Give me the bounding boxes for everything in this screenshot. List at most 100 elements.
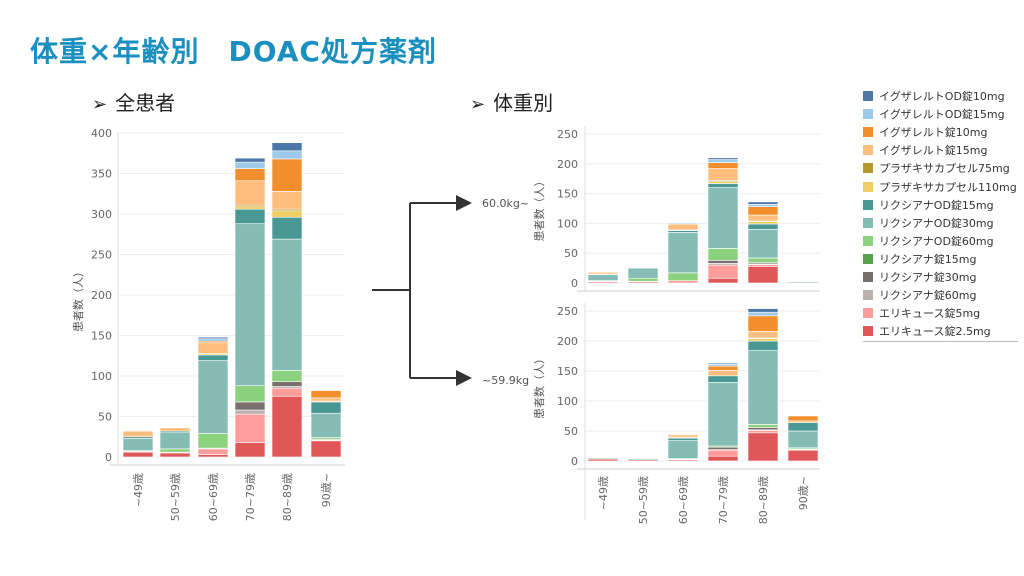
panel-all-label: 全患者 [115, 91, 176, 115]
bar-segment [197, 354, 229, 361]
bar-segment [587, 457, 619, 459]
bar-segment [197, 338, 229, 342]
bar-segment [310, 390, 342, 399]
bar-segment [747, 308, 779, 313]
bar-segment [234, 157, 266, 163]
bar-segment [787, 280, 819, 283]
y-tick-label: 200 [557, 335, 578, 348]
legend-swatch [863, 199, 873, 210]
legend-label: リクシアナ錠30mg [879, 270, 977, 284]
legend-label: イグザレルトOD錠15mg [879, 108, 1005, 122]
bar-segment [197, 360, 229, 434]
bullet-arrow-icon: ➢ [470, 94, 486, 115]
chart-all-patients: 0 50 100 150 200 250 300 350 400 患者数（人） [72, 127, 345, 466]
bar-segment [271, 381, 303, 387]
bar-segment [667, 440, 699, 459]
legend-swatch [863, 163, 873, 174]
bar-segment [707, 375, 739, 383]
bar-segment [747, 201, 779, 205]
legend: イグザレルトOD錠10mg イグザレルトOD錠15mg イグザレルト錠10mg イグザ… [863, 87, 1017, 340]
bar-segment [197, 448, 229, 455]
bar-segment [271, 387, 303, 397]
bar-segment [234, 409, 266, 415]
legend-swatch [863, 127, 873, 138]
y-tick-label: 50 [98, 411, 112, 424]
bar-segment [667, 221, 699, 224]
bar-segment [787, 422, 819, 432]
bar-segment [234, 168, 266, 182]
y-tick-label: 350 [91, 168, 112, 181]
bar-segment [234, 385, 266, 403]
bar-segment [707, 382, 739, 447]
bar-segment [707, 260, 739, 264]
y-axis-title: 患者数（人） [533, 353, 546, 419]
bar-segment [667, 223, 699, 231]
y-tick-label: 250 [557, 128, 578, 141]
legend-swatch [863, 145, 873, 156]
y-tick-label: 100 [557, 395, 578, 408]
bar-segment [747, 311, 779, 317]
x-tick-label: 50~59歳 [637, 476, 650, 524]
legend-label: リクシアナ錠60mg [879, 289, 977, 303]
y-tick-label: 0 [571, 455, 578, 468]
y-tick-label: 400 [91, 127, 112, 140]
y-axis-title: 患者数（人） [72, 266, 85, 332]
page-title: 体重×年齢別 DOAC処方薬剤 [30, 35, 437, 68]
legend-label: プラザキサカプセル110mg [879, 180, 1017, 194]
bar-segment [787, 449, 819, 462]
bar-segment [747, 338, 779, 342]
panel-weight-heading: ➢ 体重別 [470, 87, 553, 116]
bar-segment [234, 161, 266, 169]
y-tick-label: 50 [564, 247, 578, 260]
legend-item: リクシアナOD錠30mg [863, 214, 1017, 232]
legend-swatch [863, 290, 873, 301]
legend-swatch [863, 271, 873, 282]
bar-segment [747, 340, 779, 351]
chart-weight-high: 0 50 100 150 200 250 患者数（人） [533, 126, 820, 292]
bar-segment [707, 159, 739, 163]
bar-segment [627, 457, 659, 459]
legend-swatch [863, 109, 873, 120]
bar-segment [271, 210, 303, 218]
legend-item: リクシアナ錠15mg [863, 250, 1017, 268]
bar-segment [747, 331, 779, 339]
x-tick-label: 50~59歳 [169, 473, 182, 521]
legend-item: イグザレルト錠10mg [863, 123, 1017, 141]
bar-segment [627, 267, 659, 279]
bar-segment [159, 448, 191, 453]
legend-item: プラザキサカプセル110mg [863, 177, 1017, 195]
bar-segment [707, 248, 739, 261]
bar-segment [159, 432, 191, 450]
y-tick-label: 250 [91, 249, 112, 262]
x-tick-label: 80~89歳 [281, 473, 294, 521]
x-tick-label: ~49歳 [132, 473, 145, 507]
y-tick-label: 0 [105, 451, 112, 464]
legend-item: イグザレルトOD錠10mg [863, 87, 1017, 105]
legend-label: リクシアナOD錠15mg [879, 198, 994, 212]
y-tick-label: 100 [557, 217, 578, 230]
bar-segment [707, 183, 739, 188]
y-tick-label: 150 [557, 365, 578, 378]
legend-item: プラザキサカプセル75mg [863, 159, 1017, 177]
bar-segment [747, 257, 779, 264]
x-tick-label: 70~79歳 [717, 476, 730, 524]
x-tick-label: 60~69歳 [677, 476, 690, 524]
bar-segment [271, 150, 303, 160]
bar-segment [271, 216, 303, 240]
bar-segment [787, 415, 819, 422]
bar-segment [707, 277, 739, 284]
bar-segment [234, 401, 266, 411]
bar-segment [747, 350, 779, 425]
bar-segment [122, 451, 154, 458]
legend-label: エリキュース錠5mg [879, 307, 981, 321]
bar-segment [271, 158, 303, 192]
bar-segment [707, 264, 739, 279]
legend-label: リクシアナ錠15mg [879, 252, 977, 266]
y-tick-label: 0 [571, 277, 578, 290]
bar-segment [310, 401, 342, 414]
bar-segment [707, 162, 739, 169]
legend-label: イグザレルト錠15mg [879, 144, 988, 158]
legend-label: リクシアナOD錠30mg [879, 216, 994, 230]
legend-swatch [863, 217, 873, 228]
